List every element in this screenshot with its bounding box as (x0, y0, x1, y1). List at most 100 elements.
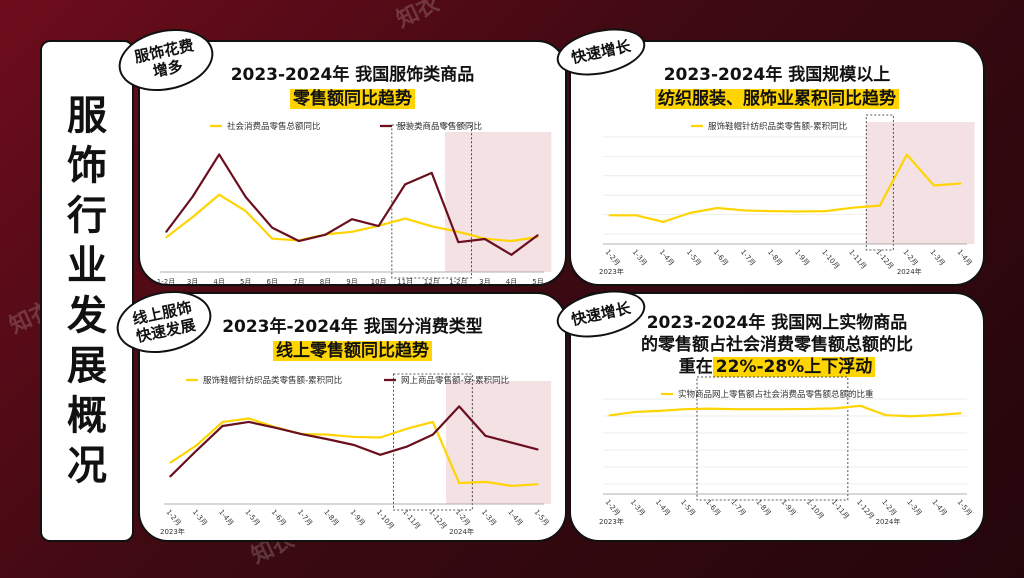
x-tick-label: 1-3月 (905, 498, 923, 517)
data-point (405, 446, 408, 448)
side-title-char: 服 (67, 93, 107, 139)
data-point (633, 411, 635, 413)
x-tick-label: 4月 (506, 278, 517, 286)
data-point (431, 225, 433, 227)
x-tick-label: 1-5月 (685, 248, 703, 267)
x-tick-label: 7月 (293, 278, 304, 286)
panel-title: 2023年-2024年 我国分消费类型 (222, 317, 483, 337)
data-point (770, 210, 773, 212)
highlight-region-2024 (446, 381, 552, 504)
x-tick-label: 1-2月 (157, 278, 175, 286)
x-tick-label: 1-2月 (603, 248, 621, 267)
data-point (852, 207, 854, 209)
legend-label: 服饰鞋帽针纺织品类零售额-累积同比 (708, 121, 847, 132)
x-tick-label: 1-12月 (874, 248, 895, 271)
series-line-1 (609, 153, 962, 223)
data-point (834, 407, 836, 409)
panel-subtitle: 的零售额占社会消费零售额总额的比 (641, 335, 913, 355)
data-point (327, 438, 329, 440)
data-point (608, 414, 610, 417)
data-point (635, 214, 637, 216)
data-point (537, 483, 539, 485)
data-point (169, 476, 171, 478)
data-point (809, 408, 811, 410)
year-label: 2023年 (599, 267, 624, 276)
chart-2: 服饰鞋帽针纺织品类零售额-累积同比 1-2月 1-3月 1-4月 1-5月 1-6月 1-7… (599, 114, 975, 276)
panel-subtitle: 线上零售额同比趋势 (140, 340, 565, 362)
chart-3: 服饰鞋帽针纺织品类零售额-累积同比 网上商品零售额-穿-累积同比 1-2月 1-3月 1… (160, 373, 552, 536)
x-tick-label: 1-5月 (532, 508, 550, 527)
panel-subtitle: 纺织服装、服饰业累积同比趋势 (571, 88, 983, 110)
data-point (716, 207, 718, 209)
year-label: 2023年 (599, 517, 624, 526)
data-point (458, 405, 460, 407)
focus-box (391, 124, 472, 279)
x-tick-label: 1-7月 (739, 248, 757, 267)
chart-1: 社会消费品零售总额同比 服装类商品零售额同比 1-2月 3月 4月 5月 6月 7月 8月 9月 1… (157, 121, 552, 286)
legend-label: 服饰鞋帽针纺织品类零售额-累积同比 (203, 375, 342, 386)
data-point (784, 408, 786, 410)
x-tick-label: 1-2月 (454, 508, 472, 527)
data-point (510, 254, 513, 256)
x-tick-label: 4月 (213, 278, 224, 286)
x-tick-label: 1-12月 (855, 498, 876, 521)
data-point (195, 444, 197, 447)
data-point (353, 436, 355, 438)
x-tick-label: 10月 (371, 278, 387, 286)
side-title-char: 业 (67, 243, 107, 289)
data-point (662, 221, 664, 223)
x-tick-label: 1-3月 (629, 498, 647, 517)
legend-label: 社会消费品零售总额同比 (227, 121, 321, 132)
x-tick-label: 1-5月 (955, 498, 973, 517)
data-point (910, 415, 912, 417)
data-point (218, 194, 220, 196)
x-tick-label: 1-9月 (348, 508, 366, 527)
x-tick-label: 1-5月 (679, 498, 697, 517)
data-point (734, 408, 736, 410)
data-point (689, 212, 691, 214)
x-tick-label: 1-2月 (901, 248, 919, 267)
x-tick-label: 1-9月 (779, 498, 797, 517)
x-tick-label: 1-10月 (805, 498, 826, 521)
data-point (879, 204, 881, 207)
data-point (298, 240, 300, 242)
x-tick-label: 1-3月 (191, 508, 209, 527)
x-tick-label: 1-2月 (164, 508, 182, 527)
x-tick-label: 1-2月 (449, 278, 467, 286)
legend-label: 网上商品零售额-穿-累积同比 (401, 375, 509, 386)
legend-label: 实物商品网上零售额占社会消费品零售额总额的比重 (678, 389, 874, 400)
x-tick-label: 1-4月 (930, 498, 948, 517)
panel-subtitle-highlight: 重在 22%-28%上下浮动 (571, 356, 983, 378)
data-point (221, 421, 224, 423)
data-point (165, 236, 167, 239)
data-point (759, 408, 761, 410)
x-tick-label: 1-4月 (955, 248, 973, 267)
data-point (191, 196, 194, 198)
legend-label: 服装类商品零售额同比 (397, 121, 482, 132)
x-tick-label: 1-4月 (658, 248, 676, 267)
year-label: 2023年 (160, 527, 185, 536)
data-point (245, 196, 247, 198)
x-tick-label: 3月 (187, 278, 198, 286)
data-point (960, 412, 962, 414)
data-point (351, 218, 353, 220)
panel-title: 2023-2024年 我国规模以上 (663, 65, 891, 85)
highlight-region-2024 (445, 132, 552, 272)
data-point (271, 238, 273, 240)
x-tick-label: 1-7月 (296, 508, 314, 527)
data-point (457, 241, 459, 243)
side-title-char: 发 (67, 293, 107, 339)
data-point (405, 428, 408, 430)
side-title: 服 饰 行 业 发 展 概 况 (40, 40, 134, 542)
side-title-char: 概 (67, 393, 107, 439)
data-point (274, 427, 276, 429)
data-point (935, 414, 937, 416)
data-point (248, 421, 250, 423)
panel-textile-cumulative-yoy: 2023-2024年 我国规模以上 纺织服装、服饰业累积同比趋势 服饰鞋帽针纺织… (569, 40, 985, 286)
watermark: 知衣 (392, 0, 444, 33)
x-tick-label: 1-10月 (820, 248, 841, 271)
x-tick-label: 1-4月 (506, 508, 524, 527)
focus-box (696, 376, 849, 501)
data-point (457, 231, 459, 233)
focus-box (393, 373, 473, 511)
